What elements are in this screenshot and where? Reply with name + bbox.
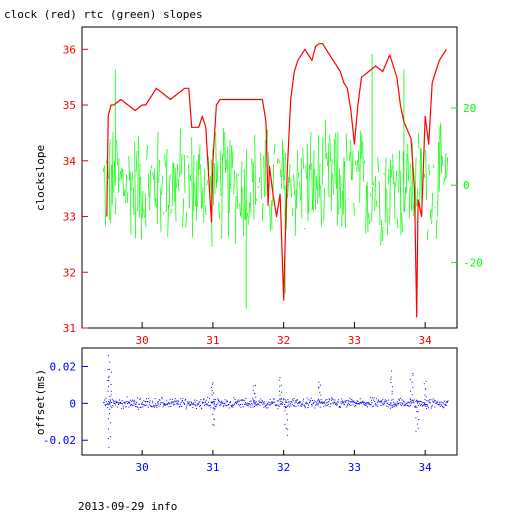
x-tick-label: 33 (348, 334, 361, 347)
left-tick-label: 34 (63, 155, 77, 168)
x-tick-label-bottom: 30 (136, 461, 149, 474)
x-tick-label-bottom: 32 (277, 461, 290, 474)
x-axis-top-panel: 30 31 32 33 34 (136, 322, 433, 347)
clock-line (106, 43, 447, 318)
offset-tick-label: 0.02 (50, 360, 77, 373)
right-tick-label: 20 (463, 102, 476, 115)
offset-axis-label: offset(ms) (34, 369, 47, 435)
offset-series (103, 355, 449, 448)
x-tick-label-bottom: 31 (206, 461, 219, 474)
plot-frame-top (81, 26, 458, 329)
left-tick-label: 36 (63, 43, 76, 56)
x-tick-label: 31 (206, 334, 219, 347)
offset-tick-label: 0 (69, 397, 76, 410)
offset-points (103, 355, 449, 448)
left-tick-label: 31 (63, 322, 76, 335)
left-tick-label: 32 (63, 266, 76, 279)
rtc-line (102, 54, 448, 309)
clock-series (106, 43, 447, 318)
y-axis-label: clockslope (34, 145, 47, 211)
left-tick-label: 33 (63, 211, 76, 224)
left-axis-bottom: -0.02 0 0.02 (43, 360, 88, 447)
slopes-chart: clock (red) rtc (green) slopes 313233343… (4, 8, 483, 347)
left-tick-label: 35 (63, 99, 76, 112)
plot-frame-bottom (81, 347, 458, 456)
x-tick-label: 34 (419, 334, 433, 347)
rtc-series (102, 54, 448, 309)
offset-tick-label: -0.02 (43, 434, 76, 447)
x-tick-label: 32 (277, 334, 290, 347)
x-tick-label-bottom: 33 (348, 461, 361, 474)
offset-chart: -0.02 0 0.02 30 31 32 33 34 offset(ms) (34, 347, 458, 474)
x-tick-label: 30 (136, 334, 149, 347)
right-tick-label: 0 (463, 179, 470, 192)
chart-title: clock (red) rtc (green) slopes (4, 8, 203, 21)
right-tick-label: -20 (463, 256, 483, 269)
x-tick-label-bottom: 34 (419, 461, 433, 474)
left-axis: 31 32 33 34 35 36 (63, 43, 88, 335)
x-axis-bottom-panel: 30 31 32 33 34 (136, 450, 433, 474)
right-axis: -20 0 20 (451, 102, 483, 269)
footer-text: 2013-09-29 info (78, 500, 177, 512)
